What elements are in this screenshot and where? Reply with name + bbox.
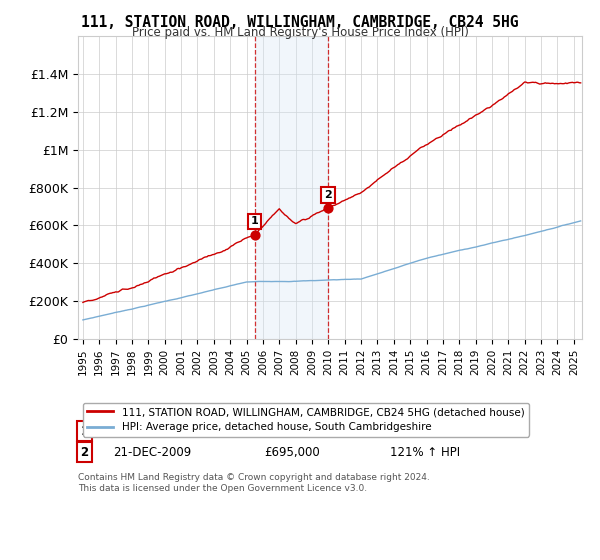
Text: 2: 2: [324, 190, 332, 200]
Text: 1: 1: [251, 216, 259, 226]
Text: Contains HM Land Registry data © Crown copyright and database right 2024.
This d: Contains HM Land Registry data © Crown c…: [78, 473, 430, 493]
Legend: 111, STATION ROAD, WILLINGHAM, CAMBRIDGE, CB24 5HG (detached house), HPI: Averag: 111, STATION ROAD, WILLINGHAM, CAMBRIDGE…: [83, 403, 529, 436]
Text: Price paid vs. HM Land Registry's House Price Index (HPI): Price paid vs. HM Land Registry's House …: [131, 26, 469, 39]
Text: 121% ↑ HPI: 121% ↑ HPI: [391, 446, 461, 459]
Bar: [254, 36, 328, 339]
Text: 27-JUN-2005: 27-JUN-2005: [113, 424, 188, 437]
Text: 111, STATION ROAD, WILLINGHAM, CAMBRIDGE, CB24 5HG: 111, STATION ROAD, WILLINGHAM, CAMBRIDGE…: [81, 15, 519, 30]
Text: 2: 2: [80, 446, 89, 459]
Text: 91% ↑ HPI: 91% ↑ HPI: [391, 424, 453, 437]
Text: 21-DEC-2009: 21-DEC-2009: [113, 446, 191, 459]
Text: £695,000: £695,000: [265, 446, 320, 459]
Point: [323, 204, 333, 213]
Point: [250, 230, 259, 239]
Text: £550,000: £550,000: [265, 424, 320, 437]
Text: 1: 1: [80, 424, 89, 437]
